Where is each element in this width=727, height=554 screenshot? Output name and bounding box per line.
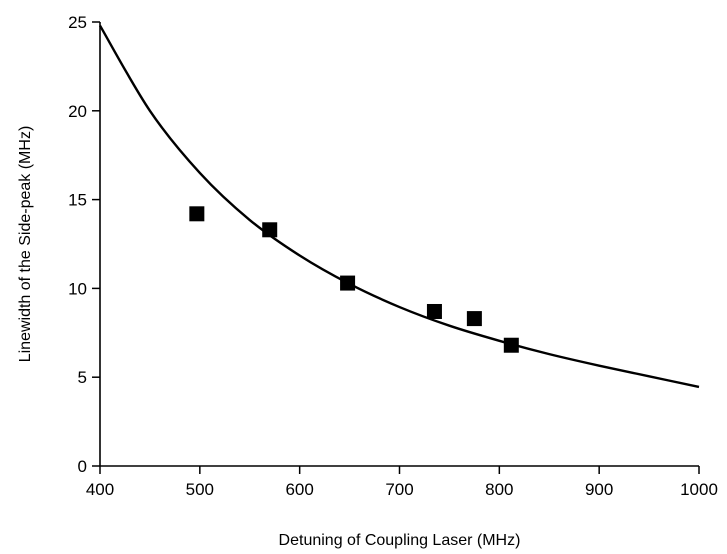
data-point-square bbox=[503, 337, 519, 353]
fit-curve bbox=[98, 24, 700, 389]
x-tick-label: 600 bbox=[285, 480, 313, 499]
y-tick-label: 15 bbox=[68, 191, 87, 210]
x-tick-label: 500 bbox=[186, 480, 214, 499]
x-tick-label: 1000 bbox=[680, 480, 718, 499]
x-axis-title: Detuning of Coupling Laser (MHz) bbox=[279, 532, 521, 549]
axes bbox=[99, 22, 699, 467]
x-tick-label: 900 bbox=[585, 480, 613, 499]
data-points bbox=[189, 206, 519, 353]
fit-curve-layer bbox=[98, 24, 700, 389]
y-axis-title: Linewidth of the Side-peak (MHz) bbox=[17, 126, 34, 363]
y-tick-label: 20 bbox=[68, 102, 87, 121]
data-point-square bbox=[466, 311, 482, 327]
x-tick-label: 700 bbox=[385, 480, 413, 499]
x-tick-label: 800 bbox=[485, 480, 513, 499]
data-point-square bbox=[262, 222, 278, 238]
x-tick-label: 400 bbox=[86, 480, 114, 499]
y-tick-label: 0 bbox=[78, 457, 87, 476]
y-tick-label: 25 bbox=[68, 13, 87, 32]
y-tick-label: 5 bbox=[78, 368, 87, 387]
y-tick-label: 10 bbox=[68, 279, 87, 298]
data-point-square bbox=[189, 206, 205, 222]
data-point-square bbox=[426, 303, 442, 319]
data-point-square bbox=[340, 275, 356, 291]
ticks: 400 500 600 700 800 900 1000 0 5 10 15 20 25 bbox=[68, 13, 718, 499]
